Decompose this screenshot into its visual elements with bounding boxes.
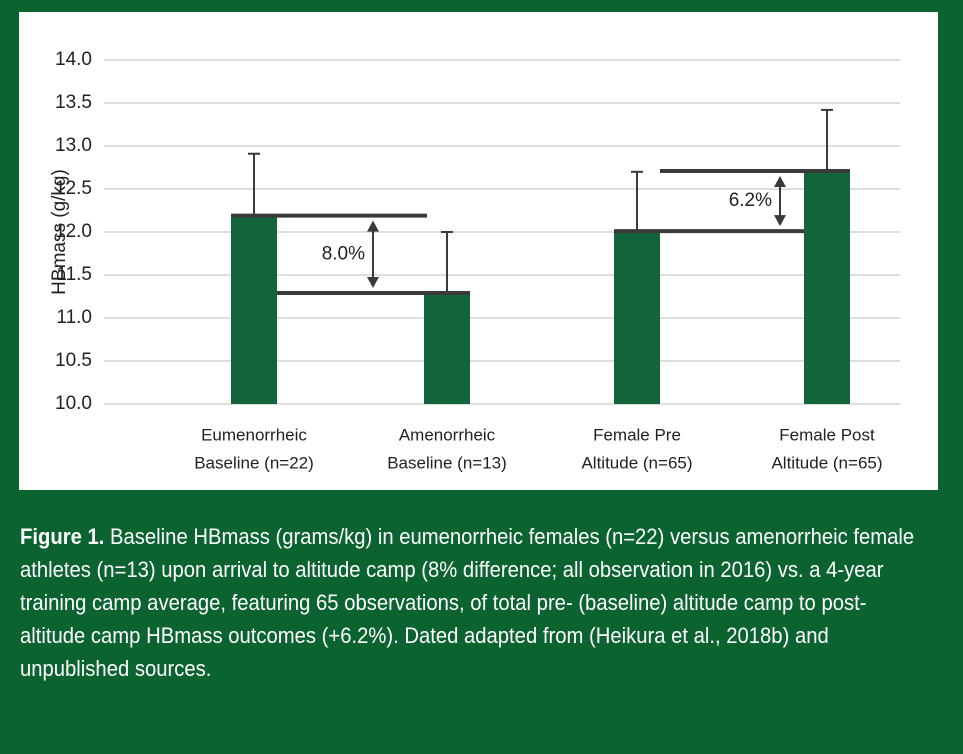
- arrow-head-up: [774, 175, 786, 187]
- y-tick-label: 10.5: [55, 350, 92, 371]
- x-category-label: Female Pre: [593, 425, 681, 444]
- bar-chart: 10.0 10.5 11.0 11.5 12.0 12.5 13.0 13.5 14.0 HBm…: [49, 49, 900, 472]
- x-category-label: Altitude (n=65): [581, 453, 692, 472]
- caption-text: Baseline HBmass (grams/kg) in eumenorrhe…: [20, 524, 915, 681]
- x-category-label: Eumenorrheic: [201, 425, 307, 444]
- arrow-head-down: [774, 215, 786, 227]
- x-category-label: Baseline (n=13): [387, 453, 507, 472]
- chart-panel: [19, 12, 938, 490]
- arrow-head-up: [367, 220, 379, 232]
- y-axis-label: HBmass (g/kg): [49, 169, 70, 295]
- y-tick-label: 11.5: [56, 264, 92, 285]
- y-tick-label: 10.0: [55, 393, 92, 414]
- y-axis-ticks: 10.0 10.5 11.0 11.5 12.0 12.5 13.0 13.5 14.0: [55, 49, 92, 414]
- y-tick-label: 12.5: [55, 178, 92, 199]
- x-category-label: Female Post: [779, 425, 875, 444]
- y-tick-label: 12.0: [55, 221, 92, 242]
- annotations: 8.0% 6.2%: [231, 168, 850, 296]
- figure-caption: Figure 1. Baseline HBmass (grams/kg) in …: [20, 520, 920, 685]
- arrow-head-down: [367, 277, 379, 289]
- y-tick-label: 14.0: [55, 49, 92, 70]
- bar: [614, 231, 660, 404]
- annotation-label: 8.0%: [322, 243, 365, 264]
- x-axis-categories: Eumenorrheic Baseline (n=22) Amenorrheic Ba…: [194, 425, 882, 472]
- bar: [804, 170, 850, 404]
- bars: [231, 108, 850, 404]
- caption-label: Figure 1.: [20, 524, 105, 549]
- bar: [231, 215, 277, 404]
- x-category-label: Amenorrheic: [399, 425, 496, 444]
- x-category-label: Altitude (n=65): [771, 453, 882, 472]
- bar: [424, 293, 470, 404]
- annotation-label: 6.2%: [729, 190, 772, 211]
- y-tick-label: 11.0: [56, 307, 92, 328]
- x-category-label: Baseline (n=22): [194, 453, 314, 472]
- y-tick-label: 13.5: [55, 92, 92, 113]
- y-tick-label: 13.0: [55, 135, 92, 156]
